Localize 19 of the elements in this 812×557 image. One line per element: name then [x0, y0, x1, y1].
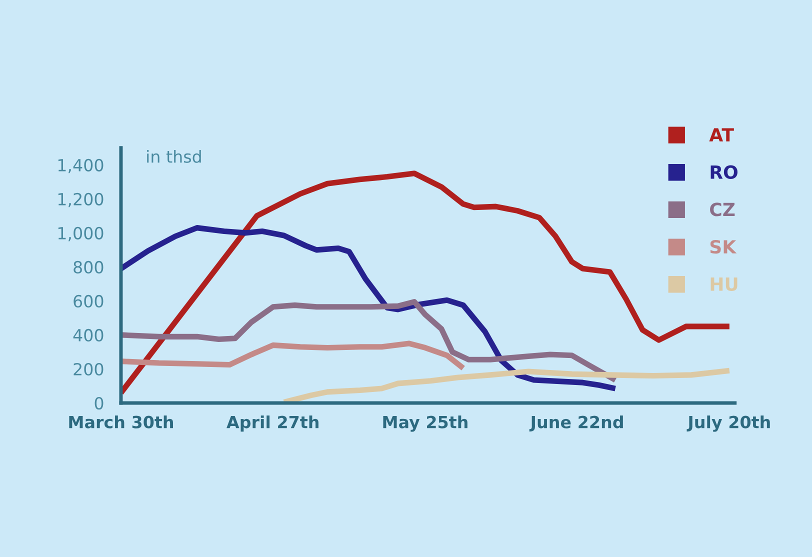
legend-label: HU: [710, 278, 738, 291]
legend-label: RO: [710, 165, 738, 179]
y-tick-label: 1,400: [58, 158, 104, 174]
y-tick-label: 600: [74, 294, 104, 308]
y-tick-label: 400: [73, 328, 104, 342]
x-tick-label: June 22nd: [529, 415, 623, 432]
legend-label: AT: [709, 128, 734, 142]
x-tick-label: July 20th: [686, 415, 770, 432]
x-tick-label: April 27th: [226, 415, 318, 432]
y-axis-title: in thsd: [147, 150, 201, 163]
x-tick-label: May 25th: [383, 415, 468, 432]
y-tick-label: 1,000: [58, 226, 104, 242]
legend-label: CZ: [710, 202, 735, 216]
y-tick-label: 200: [74, 362, 104, 376]
y-tick-label: 0: [94, 396, 104, 410]
x-tick-label: March 30th: [69, 415, 173, 428]
y-tick-label: 800: [74, 260, 104, 274]
y-tick-label: 1,200: [58, 192, 104, 208]
legend-label: SK: [710, 240, 737, 254]
